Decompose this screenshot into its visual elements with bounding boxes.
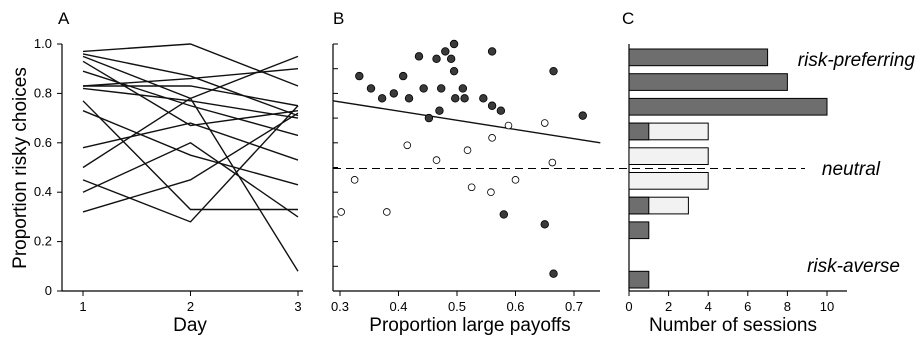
panel-c: 0 2 4 6 8 10 Number of sessions risk-preferri… <box>625 44 915 336</box>
panel-a-series-line <box>82 53 299 117</box>
panel-b-filled-point <box>377 94 387 103</box>
panel-b-open-point <box>548 158 557 167</box>
panel-b-filled-point <box>435 106 444 115</box>
panel-c-filled-bar <box>628 122 650 141</box>
panel-a-y-tick-label: 0.6 <box>34 135 52 150</box>
panel-a-series-line <box>82 60 299 127</box>
panel-a-x-tick-label: 2 <box>187 299 194 314</box>
panel-c-filled-bar <box>628 73 788 91</box>
panel-b-filled-point <box>446 54 456 64</box>
panel-c-filled-bar <box>628 270 650 289</box>
panel-b-open-point <box>487 188 495 197</box>
panel-b-x-label: Proportion large payoffs <box>369 315 570 336</box>
panel-b-x-tick-label: 0.6 <box>506 299 524 314</box>
panel-b-filled-point <box>449 66 459 76</box>
panel-b-open-point <box>488 134 496 142</box>
panel-a-series-line <box>82 141 299 218</box>
panel-c-x-tick-label: 2 <box>665 299 672 314</box>
panel-b-open-point <box>432 156 441 164</box>
panel-b-fit-line <box>332 100 601 144</box>
panel-c-x-tick-label: 6 <box>744 299 751 314</box>
panel-a-series-line <box>82 112 299 213</box>
panel-c-x-tick-label: 10 <box>820 299 834 314</box>
panel-c-x-tick-label: 8 <box>784 299 791 314</box>
panel-b-filled-point <box>499 210 508 219</box>
panel-b-filled-point <box>549 269 558 278</box>
panel-b-filled-point <box>432 54 441 64</box>
panel-c-x-tick-label: 0 <box>625 299 632 314</box>
panel-b-filled-point <box>389 89 399 98</box>
panel-b-open-point <box>337 208 345 216</box>
panel-b-filled-point <box>414 52 424 61</box>
panel-b-filled-point <box>441 47 450 56</box>
panel-a-series-line <box>82 97 299 272</box>
panel-a-series-line <box>82 68 299 87</box>
panel-b-open-point <box>403 141 412 150</box>
panel-a-series-line <box>82 43 299 87</box>
panel-b-filled-point <box>479 94 488 103</box>
panel-b-filled-point <box>419 84 428 93</box>
panel-c-letter: C <box>622 9 634 28</box>
panel-c-open-bar <box>628 172 709 190</box>
panel-a-x-tick-label: 1 <box>79 299 86 314</box>
panel-b-open-point <box>511 176 520 184</box>
panel-b-filled-point <box>487 101 497 110</box>
panel-b-filled-point <box>540 220 549 229</box>
panel-c-filled-bar <box>628 48 769 67</box>
panel-c-filled-bar <box>628 97 828 116</box>
panel-b-open-point <box>540 119 549 127</box>
annotation-neutral: neutral <box>822 159 881 180</box>
panel-b-open-point <box>504 121 513 130</box>
panel-a-x-label: Day <box>173 315 207 336</box>
panel-a-series-line <box>82 70 299 137</box>
panel-b-letter: B <box>333 9 344 28</box>
panel-a: 0 0.2 0.4 0.6 0.8 1.0 1 2 3 Proportion risky ch… <box>10 36 303 336</box>
panel-a-y-tick-label: 0.4 <box>34 184 52 199</box>
panel-a-series-line <box>83 85 299 107</box>
panel-b-open-point <box>463 146 472 155</box>
panel-b-filled-point <box>355 71 364 81</box>
annotation-risk-averse: risk-averse <box>807 256 900 277</box>
panel-a-y-tick-label: 0 <box>45 283 52 298</box>
panel-a-y-label: Proportion risky choices <box>10 67 31 269</box>
panel-c-open-bar <box>628 147 709 166</box>
panel-a-series-line <box>82 105 299 223</box>
panel-a-letter: A <box>58 9 70 28</box>
panel-c-filled-bar <box>628 196 650 215</box>
panel-b: 0.3 0.4 0.5 0.6 0.7 Proportion large payoffs <box>331 39 601 336</box>
panel-c-x-tick-label: 4 <box>705 299 712 314</box>
panel-b-filled-point <box>496 106 506 115</box>
panel-a-y-tick-label: 0.8 <box>34 85 52 100</box>
panel-a-y-tick-label: 1.0 <box>34 36 52 51</box>
panel-b-filled-point <box>460 94 469 103</box>
panel-b-open-point <box>467 183 476 192</box>
panel-b-filled-point <box>549 66 558 76</box>
annotation-risk-preferring: risk-preferring <box>798 50 916 71</box>
panel-a-series-line <box>82 122 299 161</box>
panel-c-filled-bar <box>628 221 650 240</box>
panel-b-filled-point <box>578 111 587 120</box>
panel-b-filled-point <box>366 84 376 93</box>
panel-b-x-tick-label: 0.3 <box>331 299 349 314</box>
panel-b-filled-point <box>487 47 497 56</box>
panel-a-x-tick-label: 3 <box>294 299 301 314</box>
panel-b-x-tick-label: 0.4 <box>389 299 407 314</box>
panel-a-series-line <box>82 87 299 119</box>
panel-b-filled-point <box>437 84 446 93</box>
panel-b-open-point <box>350 176 359 184</box>
panel-b-filled-point <box>398 71 408 81</box>
panel-b-x-tick-label: 0.7 <box>565 299 583 314</box>
panel-b-x-tick-label: 0.5 <box>448 299 466 314</box>
panel-b-filled-point <box>458 84 468 93</box>
panel-a-series-line <box>82 110 299 186</box>
panel-b-open-point <box>382 208 391 216</box>
panel-b-filled-point <box>404 94 414 103</box>
panel-b-filled-point <box>451 94 460 103</box>
panel-b-filled-point <box>424 113 434 123</box>
panel-a-series-line <box>82 100 298 211</box>
panel-c-x-label: Number of sessions <box>649 315 817 336</box>
panel-a-y-tick-label: 0.2 <box>34 234 52 249</box>
panel-b-filled-point <box>449 39 459 49</box>
